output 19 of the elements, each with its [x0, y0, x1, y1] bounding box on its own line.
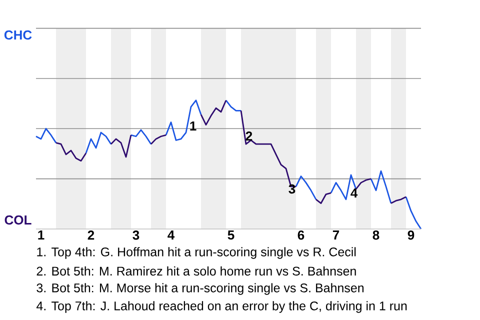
x-tick-label: 5	[228, 230, 234, 240]
x-tick-label: 1	[38, 230, 44, 240]
text: 4. Top 7th: J. Lahoud reached on an error by the C, driving in 1 run	[36, 301, 407, 313]
text: 2. Bot 5th: M. Ramirez hit a solo home run vs S. Bahnsen	[36, 266, 356, 276]
annotation: 4	[350, 188, 358, 198]
x-tick-label: 2	[88, 230, 94, 240]
x-tick-label: 9	[408, 230, 414, 240]
text: CHC	[4, 30, 32, 40]
x-tick-label: 4	[168, 230, 175, 240]
text: 3. Bot 5th: M. Morse hit a run-scoring single vs S. Bahnsen	[36, 283, 364, 295]
x-tick-label: 8	[372, 230, 380, 240]
x-tick-label: 6	[298, 230, 304, 240]
text: COL	[4, 215, 32, 225]
x-tick-label: 7	[332, 230, 340, 240]
annotation: 2	[246, 131, 252, 141]
annotation: 3	[288, 184, 296, 194]
text: 1. Top 4th: G. Hoffman hit a run-scoring single vs R. Cecil	[37, 247, 356, 259]
annotation: 1	[190, 122, 196, 130]
x-tick-label: 3	[132, 230, 140, 240]
